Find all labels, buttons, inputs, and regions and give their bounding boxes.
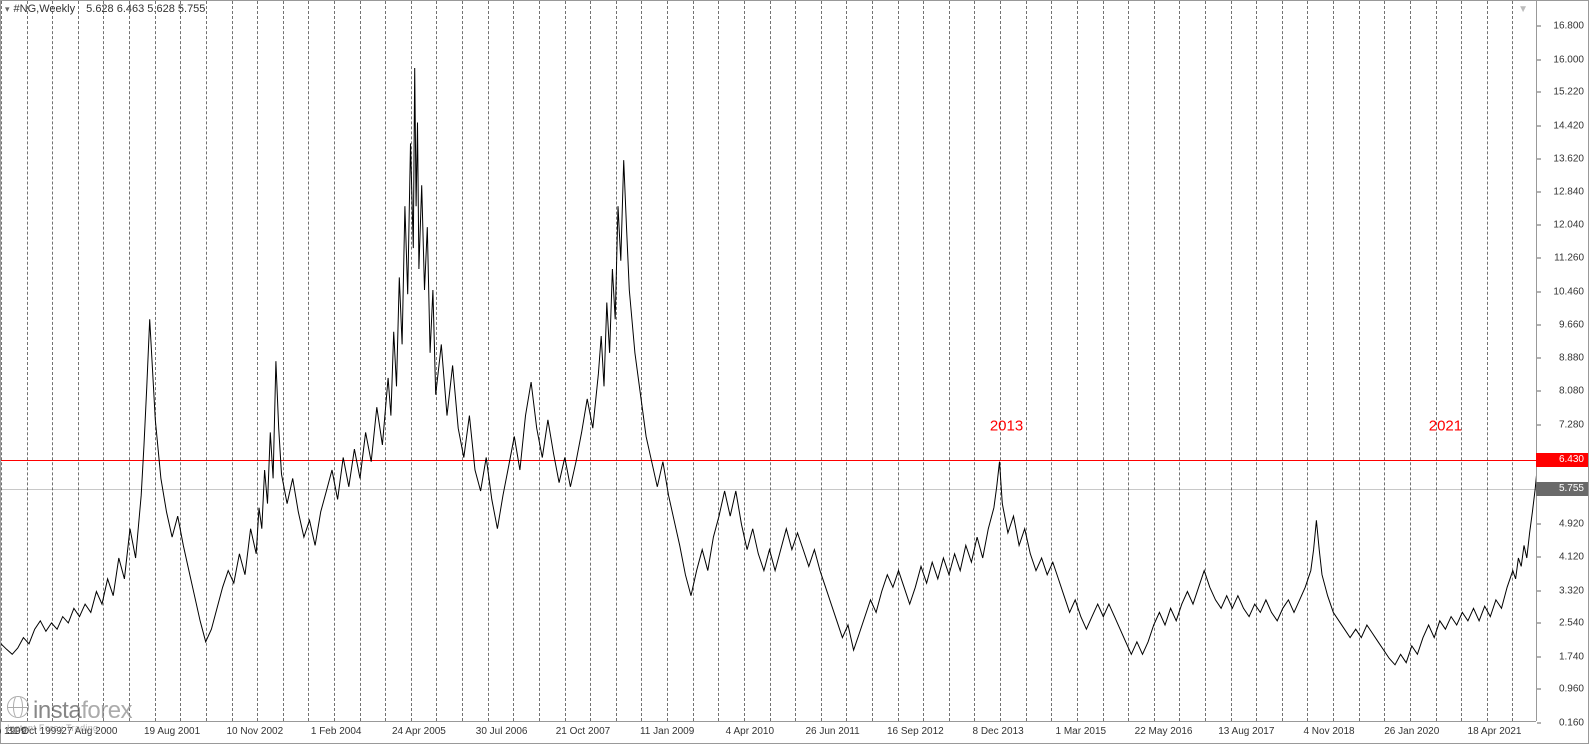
x-tick-label: 21 Oct 2007 [556, 726, 610, 737]
x-tick-label: 30 Jul 2006 [476, 726, 528, 737]
y-tick-label: 9.660 [1559, 320, 1584, 331]
x-tick-label: 4 Nov 2018 [1303, 726, 1354, 737]
globe-icon [7, 696, 29, 718]
x-axis: 7 Feb 199931 Oct 199927 Aug 200019 Aug 2… [1, 721, 1536, 743]
x-tick-label: 1 Mar 2015 [1056, 726, 1107, 737]
y-tick-label: 16.800 [1553, 21, 1584, 32]
watermark: instaforex Instant Forex Trading [7, 696, 132, 733]
y-tick-label: 12.040 [1553, 220, 1584, 231]
x-tick-label: 16 Sep 2012 [887, 726, 944, 737]
brand-part-2: forex [81, 697, 132, 725]
price-line [1, 68, 1536, 665]
x-tick-label: 11 Jan 2009 [640, 726, 694, 737]
chart-container: ▾ #NG,Weekly 5.628 6.463 5.628 5.755 ▼ 2… [0, 0, 1589, 744]
x-tick-label: 26 Jan 2020 [1384, 726, 1439, 737]
x-tick-label: 26 Jun 2011 [805, 726, 859, 737]
x-tick-label: 19 Aug 2001 [144, 726, 200, 737]
y-tick-label: 12.840 [1553, 186, 1584, 197]
price-marker: 5.755 [1536, 482, 1588, 496]
x-tick-label: 1 Feb 2004 [311, 726, 362, 737]
x-tick-label: 13 Aug 2017 [1218, 726, 1274, 737]
y-tick-label: 4.120 [1559, 552, 1584, 563]
price-svg [1, 1, 1536, 721]
chart-menu-icon[interactable]: ▼ [1518, 4, 1528, 15]
dropdown-icon[interactable]: ▾ [5, 4, 10, 15]
y-tick-label: 0.960 [1559, 684, 1584, 695]
y-tick-label: 3.320 [1559, 585, 1584, 596]
y-tick-label: 7.280 [1559, 419, 1584, 430]
x-tick-label: 18 Apr 2021 [1468, 726, 1522, 737]
instrument-label: #NG,Weekly [14, 3, 76, 15]
y-tick-label: 13.620 [1553, 154, 1584, 165]
x-tick-label: 4 Apr 2010 [726, 726, 774, 737]
y-axis: 16.800 16.000 15.220 14.420 13.620 12.840 12.0… [1536, 1, 1588, 721]
brand-subtitle: Instant Forex Trading [7, 723, 132, 733]
y-tick-label: 4.920 [1559, 518, 1584, 529]
plot-area[interactable]: 20132021 [1, 1, 1536, 721]
brand-part-1: insta [33, 697, 81, 725]
y-tick-label: 8.080 [1559, 386, 1584, 397]
y-tick-label: 16.000 [1553, 54, 1584, 65]
y-tick-label: 15.220 [1553, 87, 1584, 98]
price-marker: 6.430 [1536, 453, 1588, 467]
x-tick-label: 22 May 2016 [1135, 726, 1193, 737]
chart-header: ▾ #NG,Weekly 5.628 6.463 5.628 5.755 [5, 3, 205, 15]
x-tick-label: 10 Nov 2002 [226, 726, 283, 737]
x-tick-label: 24 Apr 2005 [392, 726, 446, 737]
y-tick-label: 14.420 [1553, 120, 1584, 131]
y-tick-label: 1.740 [1559, 651, 1584, 662]
y-tick-label: 8.880 [1559, 352, 1584, 363]
y-tick-label: 10.460 [1553, 286, 1584, 297]
ohlc-label: 5.628 6.463 5.628 5.755 [86, 3, 205, 15]
y-tick-label: 11.260 [1554, 253, 1584, 264]
x-tick-label: 8 Dec 2013 [973, 726, 1024, 737]
y-tick-label: 0.160 [1559, 718, 1584, 729]
y-tick-label: 2.540 [1559, 618, 1584, 629]
